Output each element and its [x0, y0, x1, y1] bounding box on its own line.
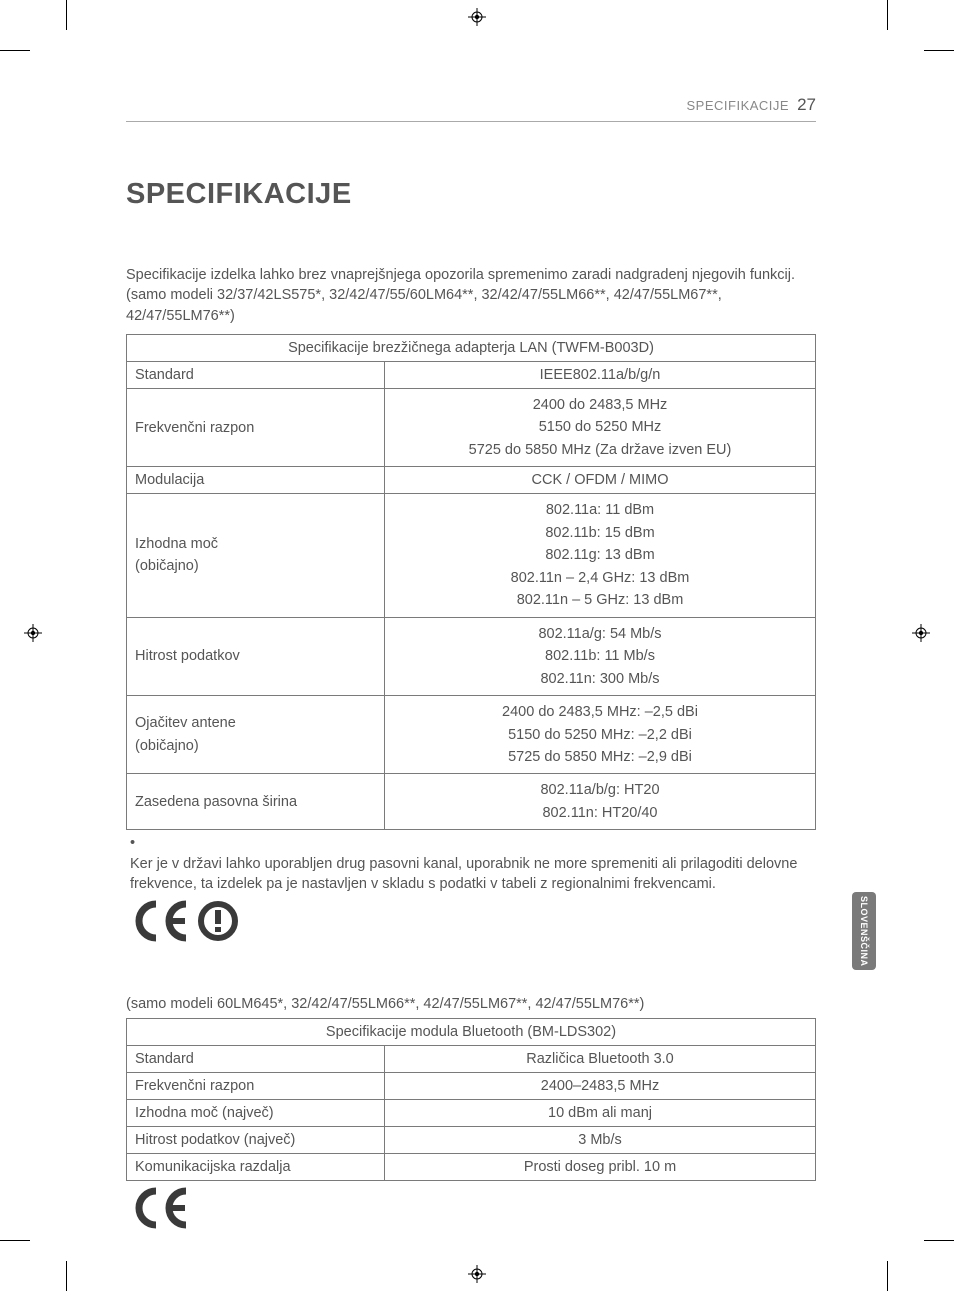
- crop-mark: [0, 50, 30, 51]
- registration-mark-icon: [912, 624, 930, 642]
- certification-row: [126, 894, 816, 996]
- registration-mark-icon: [468, 1265, 486, 1283]
- spec-value: 802.11a: 11 dBm802.11b: 15 dBm802.11g: 1…: [385, 494, 816, 617]
- spec-label: Izhodna moč(običajno): [127, 494, 385, 617]
- footnote: • Ker je v državi lahko uporabljen drug …: [126, 830, 816, 894]
- header-page-number: 27: [797, 95, 816, 115]
- page-title: SPECIFIKACIJE: [126, 178, 816, 211]
- page-header: SPECIFIKACIJE 27: [126, 95, 816, 122]
- spec-value: IEEE802.11a/b/g/n: [385, 361, 816, 388]
- crop-mark: [887, 0, 888, 30]
- header-section-label: SPECIFIKACIJE: [687, 98, 790, 113]
- certification-row-2: [126, 1181, 816, 1229]
- footnote-text: Ker je v državi lahko uporabljen drug pa…: [130, 854, 800, 895]
- table-row: StandardRazličica Bluetooth 3.0: [127, 1046, 816, 1073]
- spec-label: Modulacija: [127, 467, 385, 494]
- spec-value: Različica Bluetooth 3.0: [385, 1046, 816, 1073]
- intro-paragraph: Specifikacije izdelka lahko brez vnaprej…: [126, 265, 816, 326]
- table-row: Zasedena pasovna širina802.11a/b/g: HT20…: [127, 774, 816, 830]
- table-row: Izhodna moč(običajno)802.11a: 11 dBm802.…: [127, 494, 816, 617]
- bullet-icon: •: [130, 833, 142, 853]
- crop-mark: [887, 1261, 888, 1291]
- spec-label: Zasedena pasovna širina: [127, 774, 385, 830]
- table-row: Frekvenčni razpon2400 do 2483,5 MHz5150 …: [127, 388, 816, 466]
- spec-label: Frekvenčni razpon: [127, 388, 385, 466]
- table-row: Hitrost podatkov (največ)3 Mb/s: [127, 1127, 816, 1154]
- spec-label: Izhodna moč (največ): [127, 1100, 385, 1127]
- spec-value: 802.11a/g: 54 Mb/s802.11b: 11 Mb/s802.11…: [385, 617, 816, 695]
- spec-label: Ojačitev antene(običajno): [127, 696, 385, 774]
- crop-mark: [0, 1240, 30, 1241]
- spec-value: 2400 do 2483,5 MHz5150 do 5250 MHz5725 d…: [385, 388, 816, 466]
- bluetooth-table-caption: Specifikacije modula Bluetooth (BM-LDS30…: [127, 1019, 816, 1046]
- table-row: ModulacijaCCK / OFDM / MIMO: [127, 467, 816, 494]
- language-tab-label: SLOVENŠČINA: [859, 896, 869, 967]
- table-row: StandardIEEE802.11a/b/g/n: [127, 361, 816, 388]
- page-content: SPECIFIKACIJE 27 SPECIFIKACIJE Specifika…: [126, 95, 816, 1229]
- spec-value: CCK / OFDM / MIMO: [385, 467, 816, 494]
- registration-mark-icon: [24, 624, 42, 642]
- intro2-paragraph: (samo modeli 60LM645*, 32/42/47/55LM66**…: [126, 996, 816, 1012]
- crop-mark: [66, 0, 67, 30]
- table-row: Ojačitev antene(običajno)2400 do 2483,5 …: [127, 696, 816, 774]
- spec-label: Frekvenčni razpon: [127, 1073, 385, 1100]
- spec-value: 2400–2483,5 MHz: [385, 1073, 816, 1100]
- table-row: Komunikacijska razdaljaProsti doseg prib…: [127, 1154, 816, 1181]
- table-row: Izhodna moč (največ)10 dBm ali manj: [127, 1100, 816, 1127]
- table-row: Frekvenčni razpon2400–2483,5 MHz: [127, 1073, 816, 1100]
- spec-label: Standard: [127, 1046, 385, 1073]
- spec-value: 2400 do 2483,5 MHz: –2,5 dBi5150 do 5250…: [385, 696, 816, 774]
- wifi-table-caption: Specifikacije brezžičnega adapterja LAN …: [127, 334, 816, 361]
- spec-label: Hitrost podatkov (največ): [127, 1127, 385, 1154]
- registration-mark-icon: [468, 8, 486, 26]
- table-row: Hitrost podatkov802.11a/g: 54 Mb/s802.11…: [127, 617, 816, 695]
- spec-label: Komunikacijska razdalja: [127, 1154, 385, 1181]
- crop-mark: [924, 1240, 954, 1241]
- spec-value: 802.11a/b/g: HT20802.11n: HT20/40: [385, 774, 816, 830]
- spec-label: Hitrost podatkov: [127, 617, 385, 695]
- spec-value: Prosti doseg pribl. 10 m: [385, 1154, 816, 1181]
- language-tab: SLOVENŠČINA: [852, 892, 876, 970]
- alert-circle-icon: [201, 904, 235, 938]
- wifi-spec-table: Specifikacije brezžičnega adapterja LAN …: [126, 334, 816, 831]
- spec-value: 3 Mb/s: [385, 1127, 816, 1154]
- crop-mark: [924, 50, 954, 51]
- spec-label: Standard: [127, 361, 385, 388]
- ce-mark-icon: [139, 1191, 186, 1225]
- bluetooth-spec-table: Specifikacije modula Bluetooth (BM-LDS30…: [126, 1018, 816, 1181]
- spec-value: 10 dBm ali manj: [385, 1100, 816, 1127]
- ce-mark-icon: [139, 904, 186, 938]
- crop-mark: [66, 1261, 67, 1291]
